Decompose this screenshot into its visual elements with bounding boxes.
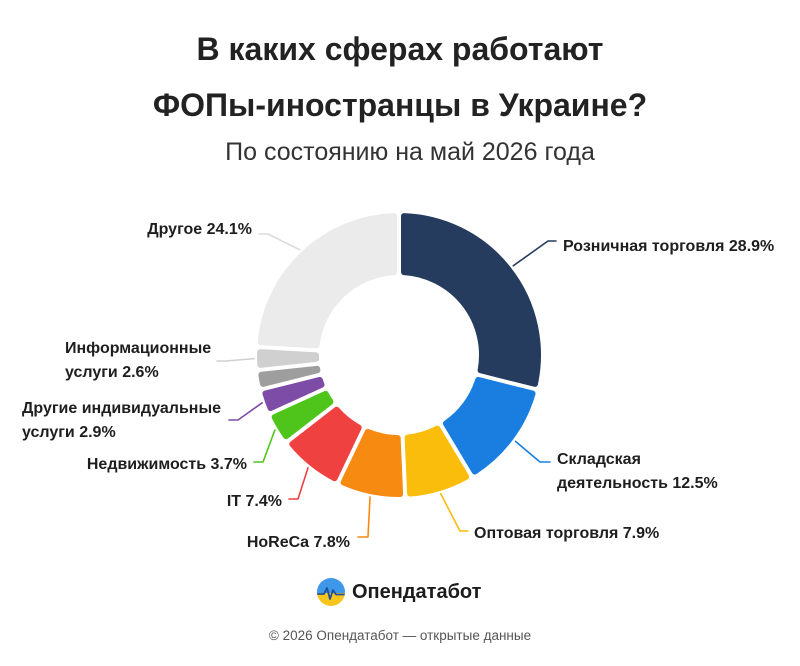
opendatabot-logo-icon	[317, 578, 345, 606]
donut-slice-1	[401, 213, 541, 387]
slice-label-retail: Розничная торговля 28.9%	[563, 235, 774, 259]
slice-label-line: услуги 2.6%	[65, 364, 159, 381]
slice-label-line: Информационные	[65, 340, 212, 357]
chart-subtitle: По состоянию на май 2026 года	[225, 138, 595, 166]
leader-line-6	[253, 429, 276, 463]
slice-label-information-services: Информационные услуги 2.6%	[65, 337, 211, 385]
donut-slice-9	[257, 349, 320, 368]
leader-line-3	[439, 493, 469, 532]
slice-label-line: услуги 2.9%	[22, 424, 116, 441]
donut-slices	[257, 213, 541, 498]
slice-label-wholesale: Оптовая торговля 7.9%	[474, 522, 659, 546]
donut-slice-3	[404, 425, 470, 497]
chart-title-line-2: ФОПы-иностранцы в Украине?	[152, 87, 648, 123]
leader-lines	[216, 233, 557, 538]
leader-line-9	[216, 357, 255, 362]
slice-label-other-personal-services: Другие индивидуальные услуги 2.9%	[22, 397, 221, 445]
donut-slice-8	[258, 365, 321, 387]
slice-label-line: Оптовая торговля 7.9%	[474, 525, 660, 542]
slice-label-other: Другое 24.1%	[147, 218, 252, 242]
donut-slice-5	[289, 406, 362, 482]
slice-label-line: Недвижимость 3.7%	[86, 456, 247, 473]
slice-label-warehousing: Складская деятельность 12.5%	[557, 448, 718, 496]
chart-title-line-1: В каких сферах работают	[196, 31, 604, 67]
donut-slice-2	[442, 376, 536, 475]
leader-line-1	[512, 240, 557, 267]
donut-slice-10	[257, 213, 397, 349]
donut-slice-6	[271, 390, 334, 440]
leader-line-2	[514, 440, 551, 463]
donut-slice-7	[262, 376, 325, 412]
slice-label-it: IT 7.4%	[227, 490, 282, 514]
donut-slice-4	[340, 428, 404, 498]
leader-line-7	[228, 402, 263, 421]
slice-label-line: Складская	[557, 451, 641, 468]
slice-label-line: HoReCa 7.8%	[246, 534, 350, 551]
footer-copyright: © 2026 Опендатабот — открытые данные	[268, 628, 532, 643]
slice-label-line: деятельность 12.5%	[557, 475, 718, 492]
slice-label-horeca: HoReCa 7.8%	[247, 531, 350, 555]
slice-label-line: IT 7.4%	[226, 493, 282, 510]
leader-line-5	[288, 467, 309, 500]
slice-label-real-estate: Недвижимость 3.7%	[87, 453, 247, 477]
slice-label-line: Другие индивидуальные	[22, 400, 222, 417]
slice-label-line: Другое 24.1%	[147, 221, 252, 238]
leader-line-10	[258, 233, 301, 251]
brand-name: Опендатабот	[352, 581, 482, 603]
leader-line-4	[357, 496, 371, 538]
slice-label-line: Розничная торговля 28.9%	[563, 238, 775, 255]
